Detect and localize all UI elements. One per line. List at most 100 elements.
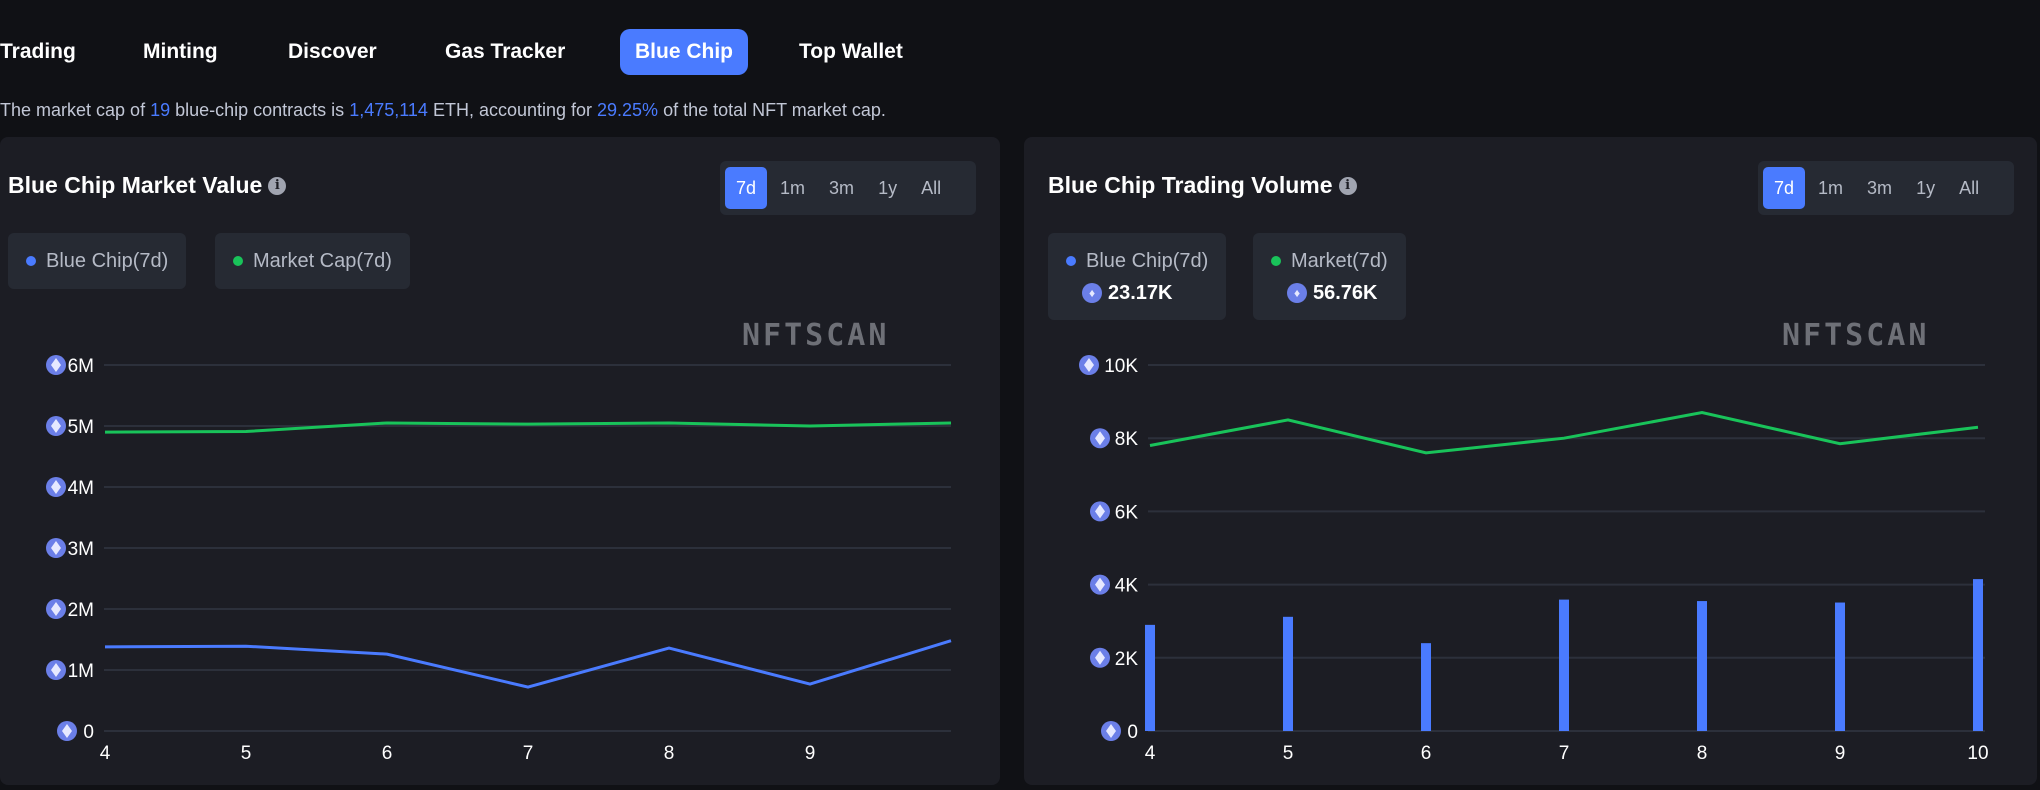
eth-icon xyxy=(51,419,61,433)
y-tick-label: 10K xyxy=(1104,356,1138,377)
x-tick-label: 4 xyxy=(1145,743,1156,764)
nftscan-watermark: NFTSCAN xyxy=(742,318,890,353)
x-tick-label: 6 xyxy=(1421,743,1432,764)
legend-label: Market(7d) xyxy=(1291,249,1388,272)
x-tick-label: 4 xyxy=(100,743,111,764)
eth-icon xyxy=(1095,650,1105,665)
info-icon[interactable]: i xyxy=(268,176,287,195)
series-line-market-cap-7d- xyxy=(104,421,952,434)
bar-6 xyxy=(1421,643,1431,731)
series-line-market-7d- xyxy=(1149,411,1979,455)
eth-icon: ♦ xyxy=(1287,283,1307,303)
y-tick-label: 3M xyxy=(68,539,94,560)
bar-9 xyxy=(1835,602,1845,731)
eth-icon xyxy=(51,358,61,372)
eth-icon xyxy=(62,724,72,738)
legend-market-cap[interactable]: Market Cap(7d) xyxy=(215,233,410,289)
eth-icon xyxy=(1084,358,1094,372)
legend-value: 23.17K xyxy=(1108,281,1173,304)
x-tick-label: 9 xyxy=(805,743,816,764)
period-3m[interactable]: 3m xyxy=(829,178,855,198)
period-7d[interactable]: 7d xyxy=(1763,167,1806,209)
eth-icon xyxy=(51,480,61,494)
period-1y[interactable]: 1y xyxy=(878,178,898,198)
legend-value: 56.76K xyxy=(1313,281,1378,304)
x-tick-label: 5 xyxy=(241,743,252,764)
x-tick-label: 7 xyxy=(1559,743,1570,764)
y-tick-label: 2M xyxy=(68,600,94,621)
x-tick-label: 10 xyxy=(1967,743,1988,764)
summary-text: blue-chip contracts is xyxy=(170,100,350,120)
y-tick-label: 5M xyxy=(68,417,94,438)
eth-icon xyxy=(51,541,61,555)
bar-8 xyxy=(1697,601,1707,731)
eth-icon xyxy=(1095,431,1105,446)
period-1m[interactable]: 1m xyxy=(1818,178,1844,198)
legend-label: Blue Chip(7d) xyxy=(1086,249,1209,272)
eth-icon xyxy=(51,663,61,677)
bar-10 xyxy=(1973,579,1983,731)
y-tick-label: 0 xyxy=(83,722,94,743)
tab-gas-tracker[interactable]: Gas Tracker xyxy=(445,40,566,63)
tab-discover[interactable]: Discover xyxy=(288,40,377,63)
bar-7 xyxy=(1559,599,1569,731)
summary-text: The market cap of xyxy=(0,100,151,120)
green-dot-icon xyxy=(1271,256,1281,266)
summary-text: ETH, accounting for xyxy=(427,100,598,120)
market-share-percent: 29.25% xyxy=(597,100,659,120)
x-tick-label: 9 xyxy=(1835,743,1846,764)
period-3m[interactable]: 3m xyxy=(1867,178,1893,198)
tab-top-wallet[interactable]: Top Wallet xyxy=(799,40,903,63)
blue-dot-icon xyxy=(26,256,36,266)
trading-volume-title: Blue Chip Trading Volume i xyxy=(1048,172,1357,199)
legend-label: Market Cap(7d) xyxy=(253,249,392,272)
market-cap-value: 1,475,114 xyxy=(349,100,428,120)
legend-blue-chip-volume[interactable]: Blue Chip(7d) ♦ 23.17K xyxy=(1048,233,1227,320)
market-value-title: Blue Chip Market Value i xyxy=(8,172,287,199)
period-all[interactable]: All xyxy=(1959,178,1980,198)
eth-icon xyxy=(1095,504,1105,519)
y-tick-label: 4K xyxy=(1115,576,1139,597)
y-tick-label: 1M xyxy=(68,661,94,682)
eth-icon xyxy=(1106,724,1116,738)
y-tick-label: 4M xyxy=(68,478,94,499)
x-tick-label: 5 xyxy=(1283,743,1294,764)
y-tick-label: 8K xyxy=(1115,429,1139,450)
y-tick-label: 6M xyxy=(68,356,94,377)
period-7d[interactable]: 7d xyxy=(725,167,768,209)
nftscan-watermark: NFTSCAN xyxy=(1782,318,1930,353)
eth-icon: ♦ xyxy=(1082,283,1102,303)
info-icon[interactable]: i xyxy=(1338,176,1357,195)
x-tick-label: 7 xyxy=(523,743,534,764)
y-tick-label: 0 xyxy=(1127,722,1138,743)
tab-trading[interactable]: Trading xyxy=(0,40,76,63)
legend-label: Blue Chip(7d) xyxy=(46,249,169,272)
blue-dot-icon xyxy=(1066,256,1076,266)
trading-volume-period-selector: 7d 1m 3m 1y All xyxy=(1758,161,2014,215)
panel-title: Blue Chip Trading Volume xyxy=(1048,172,1333,198)
x-tick-label: 8 xyxy=(1697,743,1708,764)
summary-text: of the total NFT market cap. xyxy=(658,100,886,120)
bar-4 xyxy=(1145,624,1155,731)
bar-5 xyxy=(1283,616,1293,731)
series-line-blue-chip-7d- xyxy=(104,639,952,689)
y-tick-label: 6K xyxy=(1115,502,1139,523)
market-cap-summary: The market cap of 19 blue-chip contracts… xyxy=(0,100,886,121)
legend-blue-chip[interactable]: Blue Chip(7d) xyxy=(8,233,187,289)
eth-icon xyxy=(51,602,61,616)
green-dot-icon xyxy=(233,256,243,266)
tab-blue-chip[interactable]: Blue Chip xyxy=(620,29,748,75)
market-value-period-selector: 7d 1m 3m 1y All xyxy=(720,161,976,215)
x-tick-label: 6 xyxy=(382,743,393,764)
tab-minting[interactable]: Minting xyxy=(143,40,218,63)
eth-icon xyxy=(1095,577,1105,592)
y-tick-label: 2K xyxy=(1115,649,1139,670)
legend-market-volume[interactable]: Market(7d) ♦ 56.76K xyxy=(1253,233,1406,320)
period-all[interactable]: All xyxy=(921,178,942,198)
period-1y[interactable]: 1y xyxy=(1916,178,1936,198)
x-tick-label: 8 xyxy=(664,743,675,764)
period-1m[interactable]: 1m xyxy=(780,178,806,198)
contract-count: 19 xyxy=(150,100,171,120)
panel-title: Blue Chip Market Value xyxy=(8,172,263,198)
